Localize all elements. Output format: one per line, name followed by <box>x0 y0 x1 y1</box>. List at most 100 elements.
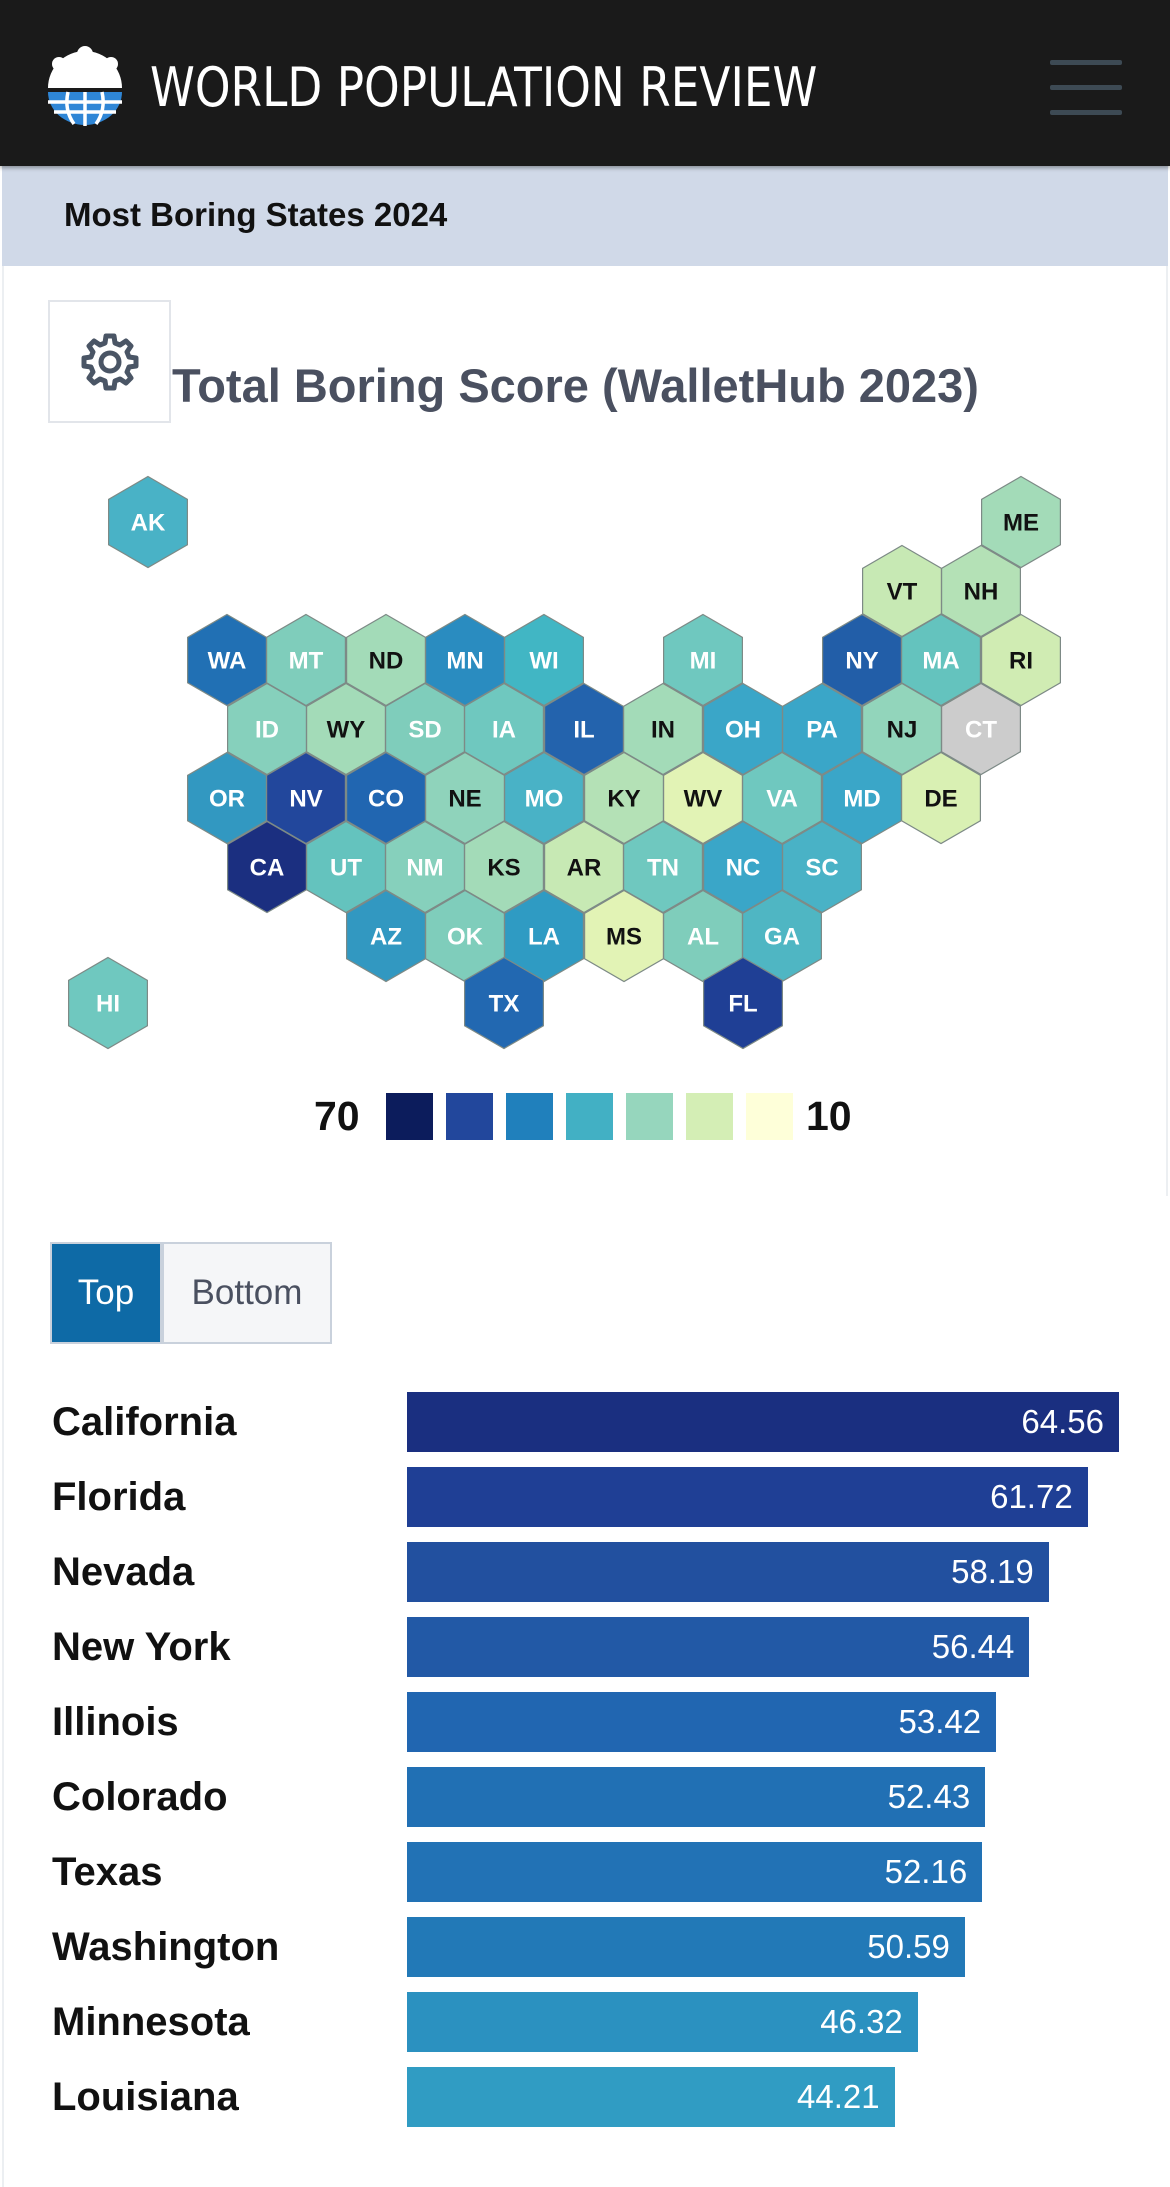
state-label: OK <box>447 924 484 951</box>
state-hex-ar[interactable]: AR <box>543 820 625 914</box>
bar[interactable]: 44.21 <box>407 2067 895 2127</box>
state-hex-ga[interactable]: GA <box>741 889 823 983</box>
page-title: Most Boring States 2024 <box>64 196 448 233</box>
state-hex-oh[interactable]: OH <box>702 682 784 776</box>
bar[interactable]: 52.43 <box>407 1767 986 1827</box>
state-hex-vt[interactable]: VT <box>861 544 943 638</box>
card-border <box>1166 266 1168 1196</box>
state-hex-wi[interactable]: WI <box>504 613 585 707</box>
state-hex-ri[interactable]: RI <box>980 613 1062 707</box>
state-hex-sc[interactable]: SC <box>781 820 863 914</box>
hamburger-menu-icon[interactable] <box>1050 60 1122 116</box>
state-hex-shape[interactable] <box>781 682 863 776</box>
state-hex-hi[interactable]: HI <box>67 956 148 1050</box>
state-hex-nd[interactable]: ND <box>346 613 426 707</box>
bar-category-label: New York <box>52 1625 231 1669</box>
state-hex-nc[interactable]: NC <box>702 820 784 914</box>
state-hex-mn[interactable]: MN <box>425 613 505 707</box>
state-hex-la[interactable]: LA <box>504 889 585 983</box>
state-hex-shape[interactable] <box>940 682 1022 776</box>
bar[interactable]: 56.44 <box>407 1617 1030 1677</box>
state-hex-shape[interactable] <box>980 475 1062 569</box>
state-label: GA <box>764 924 800 951</box>
bar[interactable]: 58.19 <box>407 1542 1049 1602</box>
state-hex-co[interactable]: CO <box>346 751 426 845</box>
state-label: TX <box>489 991 520 1018</box>
state-label: NC <box>726 855 761 882</box>
state-hex-shape[interactable] <box>464 956 545 1050</box>
state-label: SC <box>805 855 838 882</box>
state-hex-shape[interactable] <box>702 956 784 1050</box>
bar-row: Illinois 53.42 <box>0 1692 1170 1752</box>
state-hex-fl[interactable]: FL <box>702 956 784 1050</box>
legend-swatch <box>746 1093 793 1140</box>
state-hex-nv[interactable]: NV <box>266 751 346 845</box>
state-label: LA <box>528 924 560 951</box>
globe-people-icon[interactable] <box>44 44 126 131</box>
state-label: MA <box>922 648 959 675</box>
state-hex-me[interactable]: ME <box>980 475 1062 569</box>
state-hex-shape[interactable] <box>67 956 148 1050</box>
state-hex-ny[interactable]: NY <box>821 613 903 707</box>
bar[interactable]: 64.56 <box>407 1392 1119 1452</box>
state-hex-shape[interactable] <box>900 751 982 845</box>
state-hex-in[interactable]: IN <box>622 682 704 776</box>
state-label: MT <box>289 648 324 675</box>
bar[interactable]: 53.42 <box>407 1692 997 1752</box>
state-hex-shape[interactable] <box>107 475 188 569</box>
bar[interactable]: 52.16 <box>407 1842 983 1902</box>
state-hex-ak[interactable]: AK <box>107 475 188 569</box>
state-label: IA <box>492 717 516 744</box>
state-label: UT <box>330 855 362 882</box>
state-hex-shape[interactable] <box>940 544 1022 638</box>
state-hex-shape[interactable] <box>781 820 863 914</box>
card-border <box>2 266 4 2187</box>
state-hex-nh[interactable]: NH <box>940 544 1022 638</box>
bar-row: Texas 52.16 <box>0 1842 1170 1902</box>
state-hex-sd[interactable]: SD <box>385 682 465 776</box>
state-hex-ut[interactable]: UT <box>306 820 386 914</box>
tab-bottom[interactable]: Bottom <box>162 1242 332 1344</box>
state-hex-ca[interactable]: CA <box>227 820 307 914</box>
state-hex-tx[interactable]: TX <box>464 956 545 1050</box>
state-label: PA <box>806 717 838 744</box>
state-hex-or[interactable]: OR <box>187 751 267 845</box>
legend-max-label: 70 <box>314 1093 360 1139</box>
state-hex-shape[interactable] <box>662 613 744 707</box>
state-label: TN <box>647 855 679 882</box>
state-hex-ks[interactable]: KS <box>464 820 545 914</box>
state-hex-ms[interactable]: MS <box>583 889 665 983</box>
state-hex-wy[interactable]: WY <box>306 682 386 776</box>
state-hex-az[interactable]: AZ <box>346 889 426 983</box>
state-hex-ia[interactable]: IA <box>464 682 545 776</box>
brand-title[interactable]: WORLD POPULATION REVIEW <box>150 56 818 119</box>
state-hex-ma[interactable]: MA <box>900 613 982 707</box>
state-hex-shape[interactable] <box>980 613 1062 707</box>
state-hex-map: AK ME VT NH WA MT ND MN WI MI NY MA RI ID WY SD IA IL IN OH… <box>67 475 1062 1050</box>
bar-row: Minnesota 46.32 <box>0 1992 1170 2052</box>
bar-value-label: 56.44 <box>931 1628 1015 1665</box>
bar-value-label: 44.21 <box>797 2078 880 2115</box>
state-hex-mo[interactable]: MO <box>504 751 585 845</box>
map-settings-button[interactable] <box>48 300 171 423</box>
tab-top[interactable]: Top <box>50 1242 162 1344</box>
bar-row: Florida 61.72 <box>0 1467 1170 1527</box>
state-label: NM <box>406 855 443 882</box>
state-hex-ky[interactable]: KY <box>583 751 665 845</box>
bar[interactable]: 61.72 <box>407 1467 1088 1527</box>
state-hex-mi[interactable]: MI <box>662 613 744 707</box>
state-hex-id[interactable]: ID <box>227 682 307 776</box>
state-hex-mt[interactable]: MT <box>266 613 346 707</box>
state-hex-shape[interactable] <box>504 613 585 707</box>
state-hex-pa[interactable]: PA <box>781 682 863 776</box>
bar[interactable]: 46.32 <box>407 1992 918 2052</box>
state-hex-de[interactable]: DE <box>900 751 982 845</box>
state-label: CO <box>368 786 404 813</box>
state-hex-shape[interactable] <box>504 751 585 845</box>
bar[interactable]: 50.59 <box>407 1917 965 1977</box>
bar-value-label: 58.19 <box>951 1553 1034 1590</box>
legend-swatch <box>566 1093 613 1140</box>
state-label: KY <box>607 786 640 813</box>
state-label: AZ <box>370 924 402 951</box>
state-hex-ct[interactable]: CT <box>940 682 1022 776</box>
